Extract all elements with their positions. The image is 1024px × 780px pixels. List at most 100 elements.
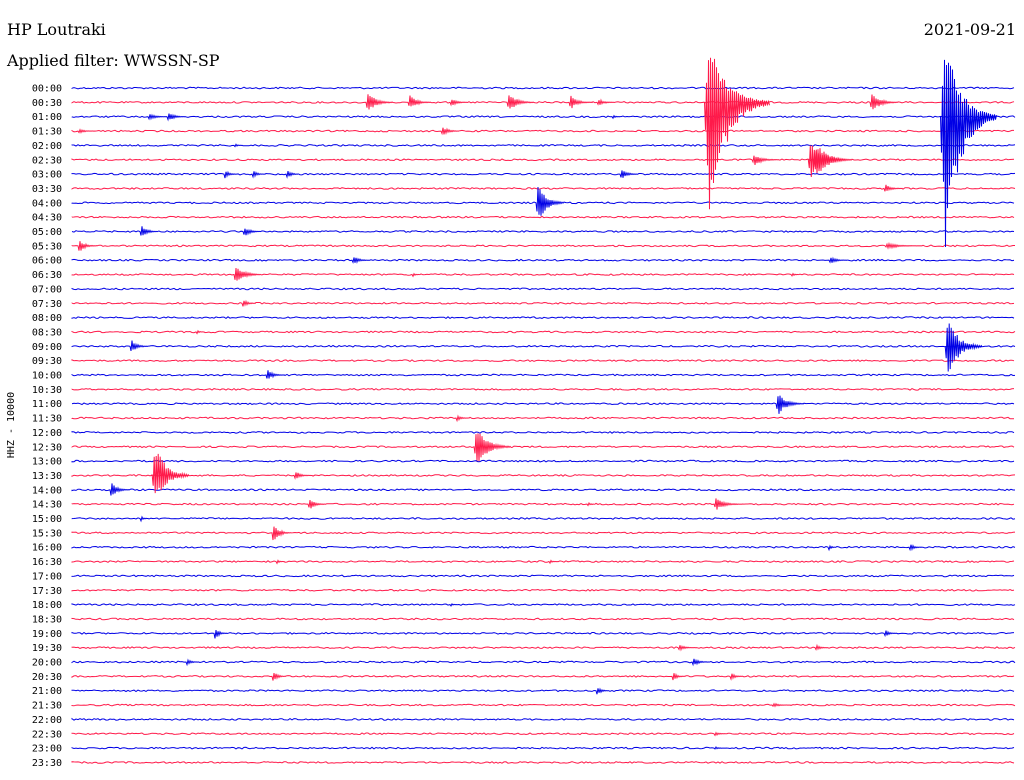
time-label: 09:00 <box>32 342 62 353</box>
trace-line <box>71 472 1016 480</box>
time-label: 06:30 <box>32 270 62 281</box>
time-label: 11:30 <box>32 414 62 425</box>
trace-line <box>71 483 1015 496</box>
trace-line <box>71 745 1015 750</box>
event-burst <box>151 453 190 494</box>
time-label: 04:00 <box>32 198 62 209</box>
trace-line <box>71 226 1015 236</box>
time-label: 21:30 <box>32 701 62 712</box>
trace-line <box>71 287 1015 291</box>
trace-line <box>71 113 1016 122</box>
trace-line <box>71 430 1015 434</box>
time-label: 18:30 <box>32 614 62 625</box>
trace-line <box>71 94 1015 110</box>
trace-line <box>71 143 1016 148</box>
time-label: 01:00 <box>32 112 62 123</box>
time-label: 08:30 <box>32 327 62 338</box>
trace-line <box>71 387 1015 391</box>
trace-line <box>71 395 1015 414</box>
trace-line <box>71 316 1015 320</box>
time-label: 19:30 <box>32 643 62 654</box>
time-label: 17:00 <box>32 571 62 582</box>
time-label: 22:00 <box>32 715 62 726</box>
time-label: 04:30 <box>32 213 62 224</box>
time-label: 23:00 <box>32 744 62 755</box>
time-label: 16:00 <box>32 543 62 554</box>
trace-line <box>71 340 1016 352</box>
time-label: 22:30 <box>32 729 62 740</box>
trace-line <box>71 414 1015 423</box>
trace-line <box>71 544 1016 552</box>
trace-line <box>71 717 1015 721</box>
time-label: 23:30 <box>32 758 62 769</box>
time-label: 02:00 <box>32 141 62 152</box>
time-label: 12:00 <box>32 428 62 439</box>
trace-group <box>71 57 1016 764</box>
trace-line <box>71 526 1016 541</box>
trace-line <box>71 672 1015 681</box>
time-label: 05:30 <box>32 241 62 252</box>
trace-line <box>71 268 1015 281</box>
time-label: 13:00 <box>32 457 62 468</box>
filter-label: Applied filter: WWSSN-SP <box>7 51 220 70</box>
trace-line <box>71 433 1015 463</box>
trace-line <box>71 184 1016 192</box>
trace-line <box>71 617 1015 621</box>
time-label: 15:30 <box>32 528 62 539</box>
trace-line <box>71 127 1014 136</box>
time-label: 18:00 <box>32 600 62 611</box>
trace-line <box>71 687 1015 695</box>
trace-line <box>71 170 1016 179</box>
time-label: 20:30 <box>32 672 62 683</box>
time-label: 01:30 <box>32 127 62 138</box>
time-label: 10:00 <box>32 371 62 382</box>
trace-line <box>71 702 1016 708</box>
time-label: 03:30 <box>32 184 62 195</box>
trace-line <box>71 630 1015 639</box>
trace-line <box>71 359 1015 363</box>
time-label: 02:30 <box>32 155 62 166</box>
time-label: 15:00 <box>32 514 62 525</box>
time-label: 00:00 <box>32 84 62 95</box>
trace-line <box>71 498 1015 510</box>
event-burst <box>807 145 846 178</box>
time-label: 07:00 <box>32 284 62 295</box>
time-label: 21:00 <box>32 686 62 697</box>
time-label: 10:30 <box>32 385 62 396</box>
event-burst <box>940 59 997 248</box>
time-label: 07:30 <box>32 299 62 310</box>
trace-line <box>71 515 1016 523</box>
time-label: 09:30 <box>32 356 62 367</box>
time-label: 13:30 <box>32 471 62 482</box>
time-label: 11:00 <box>32 399 62 410</box>
y-axis-label: HHZ - 10000 <box>6 392 17 458</box>
trace-line <box>71 574 1015 578</box>
trace-line <box>71 370 1016 379</box>
trace-line <box>71 86 1015 90</box>
time-label: 06:00 <box>32 256 62 267</box>
trace-line <box>71 329 1016 335</box>
date-label: 2021-09-21 <box>923 20 1016 39</box>
time-label: 20:00 <box>32 658 62 669</box>
time-label-group: 00:00 00:30 01:00 01:30 02:00 02:30 03:00 03:30… <box>32 84 62 769</box>
trace-line <box>71 215 1015 219</box>
time-label: 14:00 <box>32 485 62 496</box>
time-label: 12:30 <box>32 442 62 453</box>
station-name: HP Loutraki <box>7 20 106 39</box>
trace-line <box>71 559 1015 565</box>
time-label: 17:30 <box>32 586 62 597</box>
time-label: 03:00 <box>32 170 62 181</box>
trace-line <box>71 731 1015 737</box>
trace-line <box>71 256 1015 264</box>
event-burst <box>704 57 770 210</box>
trace-line <box>71 241 1015 251</box>
trace-line <box>71 761 1015 764</box>
trace-line <box>71 603 1016 607</box>
trace-line <box>71 299 1015 307</box>
time-label: 08:00 <box>32 313 62 324</box>
trace-line <box>71 658 1016 667</box>
time-label: 16:30 <box>32 557 62 568</box>
time-label: 00:30 <box>32 98 62 109</box>
trace-line <box>71 588 1015 592</box>
